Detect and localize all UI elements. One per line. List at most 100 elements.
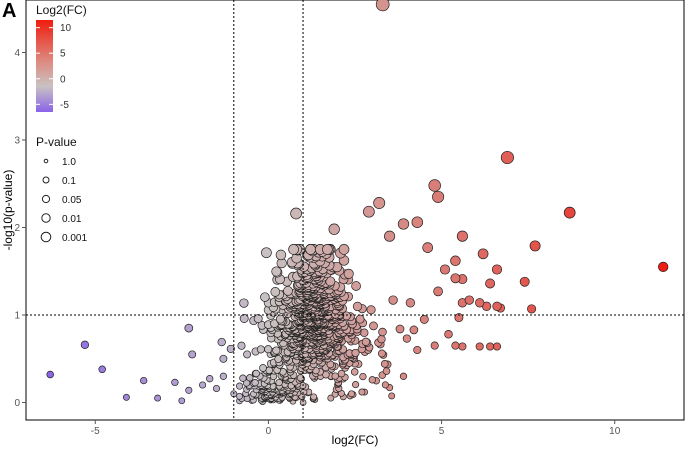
data-point xyxy=(397,218,410,230)
data-point xyxy=(242,379,251,387)
data-point xyxy=(422,242,434,253)
data-point xyxy=(384,230,396,242)
data-point xyxy=(475,298,485,308)
data-point xyxy=(212,384,221,393)
data-point xyxy=(327,394,335,402)
data-point xyxy=(310,393,318,401)
data-point xyxy=(450,273,461,284)
data-point xyxy=(290,207,302,220)
data-point xyxy=(485,278,496,289)
data-point xyxy=(491,264,503,275)
data-point xyxy=(271,266,282,277)
color-legend-ticks: 10 5 0 -5 xyxy=(36,23,72,111)
data-point xyxy=(331,372,339,380)
data-point xyxy=(243,350,252,359)
data-point xyxy=(375,0,390,12)
data-point xyxy=(500,150,514,165)
data-point xyxy=(80,340,90,349)
size-legend-entries: 1.0 0.1 0.05 0.01 0.001 xyxy=(40,157,87,244)
data-point xyxy=(439,264,451,275)
data-point xyxy=(239,298,249,308)
size-legend-symbol xyxy=(41,194,51,204)
y-axis-title: -log10(p-value) xyxy=(1,170,15,251)
data-point xyxy=(454,313,464,323)
data-point xyxy=(348,390,355,398)
data-point xyxy=(184,323,194,333)
data-point xyxy=(359,328,369,338)
color-legend-tick-label: -5 xyxy=(60,100,69,111)
data-point xyxy=(305,244,316,255)
data-point xyxy=(456,230,468,242)
data-point xyxy=(251,379,259,387)
data-point xyxy=(527,304,537,314)
data-point xyxy=(338,244,350,255)
x-axis-title: log2(FC) xyxy=(332,433,379,447)
size-legend-label: 0.001 xyxy=(62,233,87,244)
data-point xyxy=(219,354,228,363)
data-point xyxy=(368,376,376,384)
data-point xyxy=(451,341,460,350)
data-point xyxy=(409,325,419,335)
y-tick-label: 3 xyxy=(14,136,20,147)
data-point xyxy=(253,314,263,324)
data-point xyxy=(256,345,265,354)
data-point xyxy=(199,381,207,389)
data-point xyxy=(428,179,441,192)
data-point xyxy=(492,342,502,351)
data-point xyxy=(122,393,130,401)
data-point xyxy=(433,286,443,297)
y-tick-label: 1 xyxy=(14,311,20,322)
color-legend: Log2(FC) 10 5 0 -5 xyxy=(36,3,87,112)
data-point xyxy=(458,342,467,351)
data-point xyxy=(358,388,366,396)
data-point xyxy=(239,374,247,382)
data-point xyxy=(361,337,371,346)
data-point xyxy=(388,295,398,305)
data-point xyxy=(272,346,281,355)
y-tick-label: 4 xyxy=(14,48,20,59)
color-legend-tick-label: 0 xyxy=(60,74,66,85)
color-legend-title: Log2(FC) xyxy=(36,3,87,17)
x-tick-label: 5 xyxy=(439,426,445,437)
data-point xyxy=(98,365,106,374)
size-legend-label: 0.01 xyxy=(62,214,82,225)
data-point xyxy=(378,327,387,337)
data-point xyxy=(343,268,354,279)
data-point xyxy=(239,314,249,323)
data-point xyxy=(369,321,378,331)
x-tick-label: 10 xyxy=(609,426,621,437)
data-point xyxy=(275,314,285,324)
data-point xyxy=(275,378,283,387)
x-tick-label: 0 xyxy=(266,426,272,437)
data-point xyxy=(178,397,186,405)
size-legend-label: 1.0 xyxy=(62,157,76,168)
data-point xyxy=(217,337,226,347)
data-point xyxy=(411,216,424,228)
data-point xyxy=(350,368,359,376)
size-legend-label: 0.1 xyxy=(62,176,76,187)
data-point xyxy=(264,345,273,354)
data-point xyxy=(236,392,243,400)
data-point xyxy=(328,223,340,235)
data-point xyxy=(486,342,495,351)
y-tick-label: 2 xyxy=(14,223,20,234)
data-point xyxy=(402,334,412,343)
data-point xyxy=(275,249,287,261)
data-point xyxy=(359,372,367,381)
size-legend-title: P-value xyxy=(36,135,77,149)
data-point xyxy=(563,206,576,219)
data-point xyxy=(288,244,299,255)
data-point xyxy=(363,205,375,218)
data-point xyxy=(405,298,416,308)
data-point xyxy=(337,369,346,378)
data-point xyxy=(274,355,283,363)
data-point xyxy=(413,345,422,355)
data-point xyxy=(432,190,445,203)
axes: -5 0 5 10 0 1 2 3 4 xyxy=(14,48,620,437)
data-point xyxy=(395,324,405,334)
data-point xyxy=(185,386,193,394)
data-point xyxy=(419,314,429,324)
data-point xyxy=(236,382,244,390)
